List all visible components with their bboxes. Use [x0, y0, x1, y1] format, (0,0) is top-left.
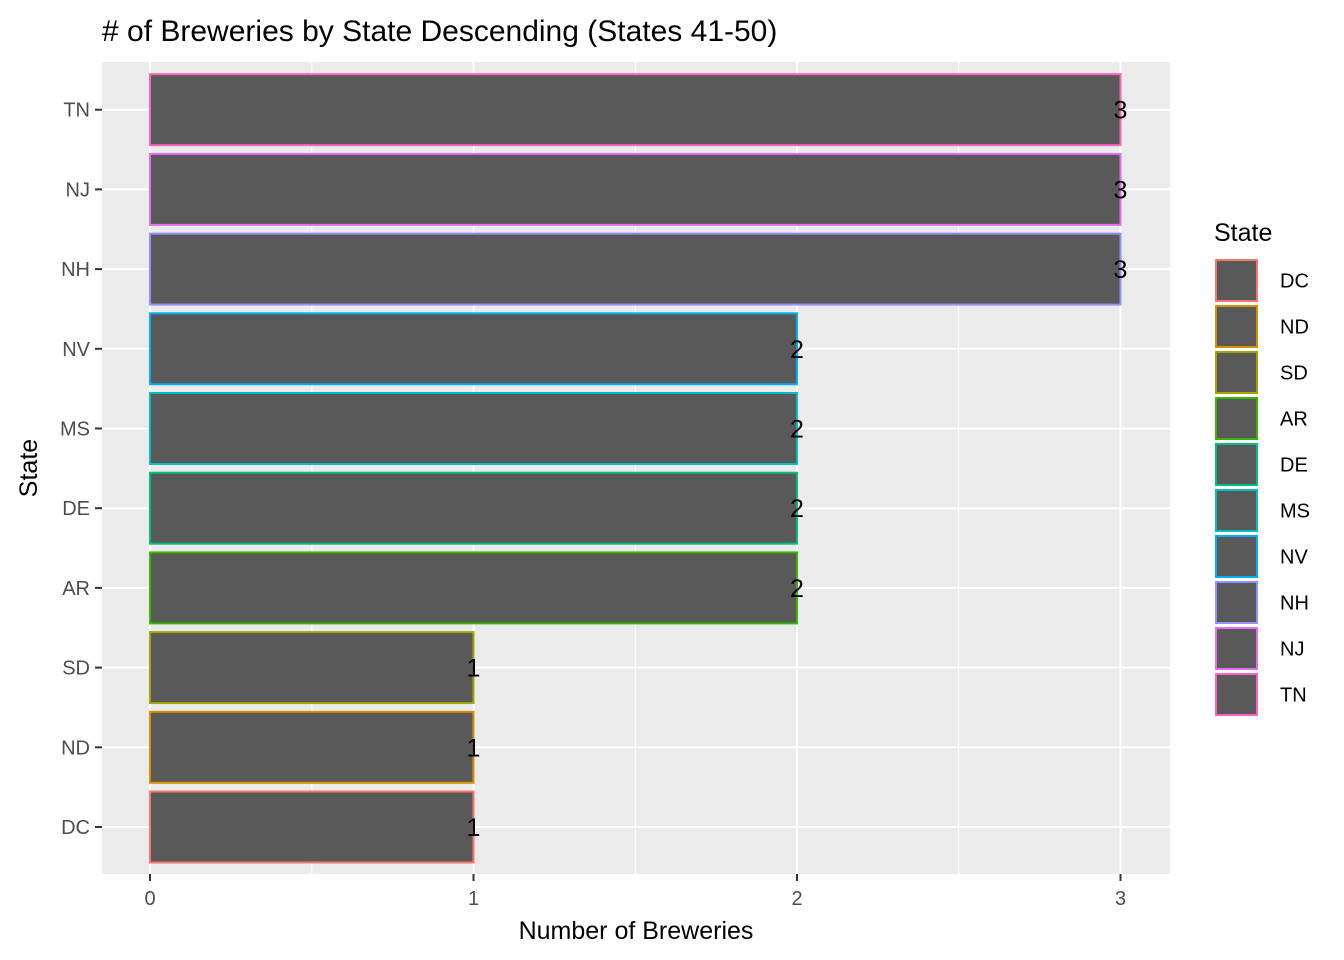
y-tick-label-nd: ND [61, 737, 90, 759]
y-tick-label-de: DE [62, 498, 90, 520]
x-tick-label: 2 [791, 888, 802, 910]
y-tick-label-nv: NV [62, 339, 90, 361]
legend-label-nv: NV [1280, 547, 1308, 569]
data-label-ar: 2 [790, 575, 804, 603]
legend: State DC ND SD AR DE MS NV NH NJ TN [1214, 219, 1310, 716]
legend-title: State [1214, 219, 1272, 247]
legend-key-nd [1215, 305, 1258, 348]
legend-key-ar [1215, 397, 1258, 440]
legend-label-ar: AR [1280, 409, 1308, 431]
y-tick-label-sd: SD [62, 658, 90, 680]
y-tick-label-ms: MS [60, 419, 90, 441]
bar-ar [149, 551, 798, 625]
legend-key-nh [1215, 581, 1258, 624]
bar-nh [149, 232, 1122, 306]
legend-key-dc [1215, 259, 1258, 302]
y-tick-label-dc: DC [61, 817, 90, 839]
legend-key-sd [1215, 351, 1258, 394]
bar-de [149, 471, 798, 545]
chart-title: # of Breweries by State Descending (Stat… [102, 15, 777, 48]
data-labels: 1 1 1 2 2 2 2 3 3 3 [467, 97, 1128, 842]
legend-label-sd: SD [1280, 363, 1308, 385]
x-axis: 0 1 2 3 [144, 874, 1126, 910]
data-label-dc: 1 [467, 814, 481, 842]
y-tick-label-tn: TN [63, 100, 90, 122]
data-label-nv: 2 [790, 336, 804, 364]
legend-key-tn [1215, 673, 1258, 716]
legend-label-ms: MS [1280, 501, 1310, 523]
bar-nj [149, 152, 1122, 226]
data-label-de: 2 [790, 495, 804, 523]
legend-label-nd: ND [1280, 317, 1309, 339]
legend-key-nv [1215, 535, 1258, 578]
data-label-nd: 1 [467, 734, 481, 762]
y-axis: DC ND SD AR DE MS NV NH NJ TN [60, 100, 102, 839]
y-tick-label-nh: NH [61, 259, 90, 281]
bar-nd [149, 710, 475, 784]
data-label-nh: 3 [1114, 256, 1128, 284]
legend-key-ms [1215, 489, 1258, 532]
y-tick-label-nj: NJ [66, 179, 90, 201]
legend-key-nj [1215, 627, 1258, 670]
data-label-sd: 1 [467, 655, 481, 683]
data-label-nj: 3 [1114, 176, 1128, 204]
bars [149, 73, 1122, 864]
legend-label-tn: TN [1280, 685, 1307, 707]
data-label-ms: 2 [790, 416, 804, 444]
legend-label-dc: DC [1280, 271, 1309, 293]
x-tick-label: 1 [468, 888, 479, 910]
x-axis-title: Number of Breweries [519, 917, 754, 945]
bar-dc [149, 790, 475, 864]
bar-nv [149, 312, 798, 386]
bar-ms [149, 392, 798, 465]
legend-label-nh: NH [1280, 593, 1309, 615]
x-tick-label: 0 [144, 888, 155, 910]
data-label-tn: 3 [1114, 97, 1128, 125]
legend-key-de [1215, 443, 1258, 486]
bar-sd [149, 631, 475, 705]
y-axis-title: State [15, 439, 43, 497]
legend-label-de: DE [1280, 455, 1308, 477]
y-tick-label-ar: AR [62, 578, 90, 600]
bar-tn [149, 73, 1122, 147]
legend-label-nj: NJ [1280, 639, 1304, 661]
x-tick-label: 3 [1115, 888, 1126, 910]
